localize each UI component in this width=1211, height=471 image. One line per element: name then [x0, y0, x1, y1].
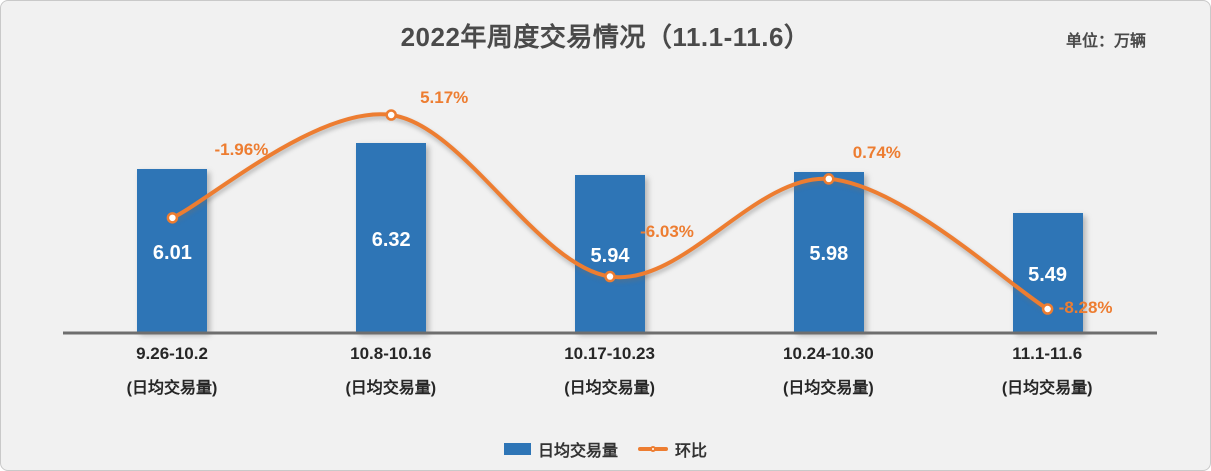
bar-value-label: 5.94 [590, 245, 630, 268]
x-tick-label: 10.8-10.16 [350, 344, 432, 363]
x-tick-sublabel: (日均交易量) [564, 380, 655, 397]
x-tick-sublabel: (日均交易量) [126, 380, 218, 397]
trend-point-label: 0.74% [852, 142, 901, 162]
trend-point-label: -1.96% [214, 139, 269, 159]
trend-point-marker [385, 109, 397, 121]
line-series-swatch-icon [638, 446, 668, 452]
bar: 5.94 [575, 175, 645, 332]
bar: 5.98 [793, 171, 864, 332]
x-tick: 9.26-10.2 (日均交易量) [63, 344, 281, 398]
legend-label-bar-series: 日均交易量 [537, 443, 618, 460]
bar-value-label: 6.32 [371, 229, 411, 252]
x-tick-label: 10.24-10.30 [783, 344, 874, 363]
bar: 6.32 [356, 143, 427, 332]
x-tick: 10.17-10.23 (日均交易量) [501, 344, 719, 398]
legend-label-line-series: 环比 [675, 443, 708, 460]
x-tick: 10.24-10.30 (日均交易量) [719, 344, 937, 398]
x-tick-sublabel: (日均交易量) [783, 380, 874, 397]
legend-item-line-series: 环比 [638, 437, 707, 461]
trend-point-label: -8.28% [1058, 298, 1113, 317]
x-tick-sublabel: (日均交易量) [345, 380, 437, 397]
bar-value-label: 5.98 [809, 243, 849, 266]
x-tick: 10.8-10.16 (日均交易量) [282, 344, 500, 398]
chart-title: 2022年周度交易情况（11.1-11.6） [400, 22, 811, 52]
trend-point-label: 5.17% [420, 88, 469, 107]
x-tick-label: 10.17-10.23 [564, 344, 655, 363]
trend-point-label: -6.03% [640, 221, 694, 241]
bar-series-swatch-icon [503, 443, 531, 455]
x-tick-sublabel: (日均交易量) [1001, 380, 1093, 397]
bar-value-label: 6.01 [152, 242, 192, 265]
unit-label: 单位：万辆 [1065, 33, 1146, 50]
legend-item-bar-series: 日均交易量 [503, 437, 618, 461]
x-tick-label: 9.26-10.2 [136, 344, 208, 363]
bar: 6.01 [137, 169, 208, 332]
line-marker-icon [650, 446, 656, 452]
legend: 日均交易量 环比 [1, 437, 1210, 461]
x-tick-label: 11.1-11.6 [1012, 344, 1083, 363]
x-tick: 11.1-11.6 (日均交易量) [938, 344, 1156, 398]
bar-value-label: 5.49 [1028, 263, 1068, 286]
